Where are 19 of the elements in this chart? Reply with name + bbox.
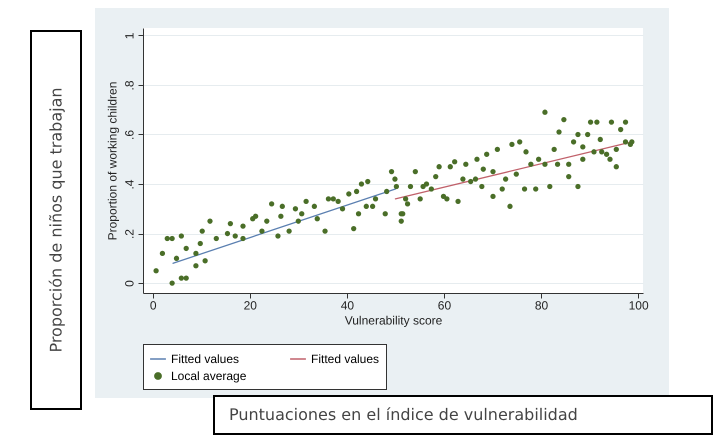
y-tick-label: .2 [122, 228, 136, 240]
y-axis-title: Proportion of working children [106, 82, 120, 240]
x-axis-title: Vulnerability score [344, 314, 443, 328]
y-tick-label: .6 [122, 130, 136, 140]
y-tick-label: .8 [122, 80, 136, 90]
x-tick-label: 100 [628, 298, 649, 312]
y-tick-label: 1 [122, 32, 136, 40]
legend-label: Fitted values [171, 352, 240, 366]
x-tick-label: 80 [534, 298, 549, 312]
x-tick-label: 20 [244, 298, 258, 312]
x-tick-label: 40 [340, 298, 354, 312]
y-tick-label: .4 [122, 179, 136, 190]
text: Puntuaciones en el índice de vulnerabilidad [229, 405, 578, 424]
text: Proporción de niños que trabajan [46, 87, 66, 353]
x-tick-label: 60 [438, 298, 452, 312]
x-tick-label: 0 [150, 298, 157, 312]
legend-label: Local average [171, 369, 247, 383]
legend-label: Fitted values [311, 352, 380, 366]
y-tick-label: 0 [122, 280, 136, 287]
